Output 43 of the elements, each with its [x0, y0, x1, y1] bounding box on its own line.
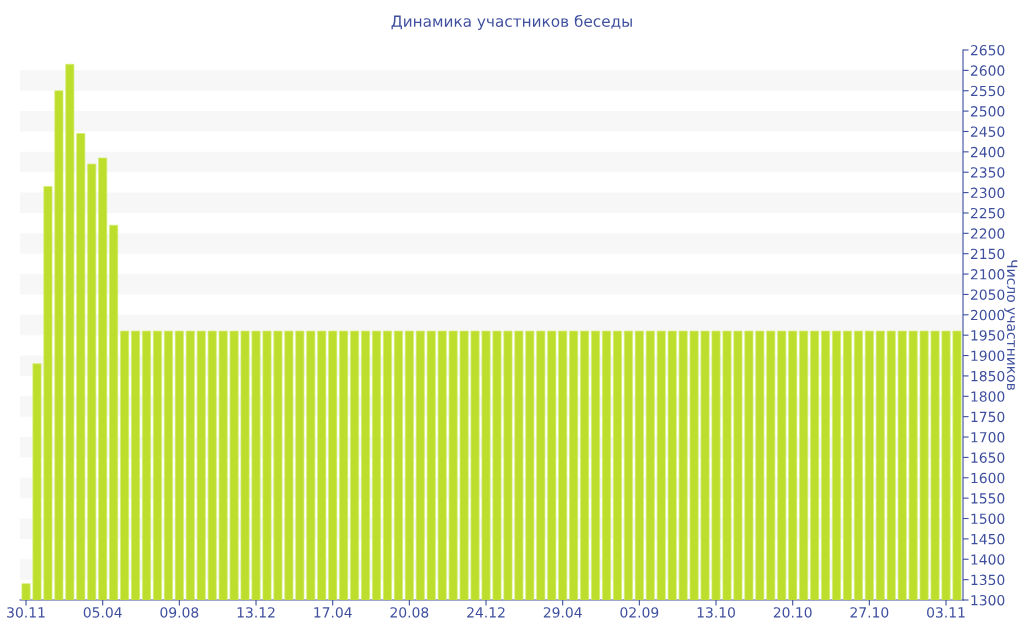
y-tick-label: 2300 — [970, 187, 1005, 199]
x-tick-label: 20.10 — [773, 607, 812, 618]
y-tick-label: 2450 — [970, 126, 1005, 137]
y-tick-label: 1750 — [971, 411, 1005, 423]
y-tick-label: 2350 — [970, 167, 1005, 178]
y-tick-label: 1600 — [971, 472, 1005, 484]
x-tick-label: 03.11 — [927, 607, 965, 618]
y-tick-label: 2000 — [970, 309, 1005, 321]
y-tick-label: 2500 — [970, 106, 1005, 117]
y-tick-label: 1700 — [971, 432, 1005, 443]
y-tick-label: 2250 — [970, 207, 1005, 219]
y-tick-label: 1650 — [971, 452, 1005, 463]
x-tick-label: 05.04 — [83, 607, 122, 618]
x-tick-label: 13.10 — [697, 607, 735, 618]
x-tick-label: 29.04 — [543, 607, 582, 618]
x-tick-label: 24.12 — [467, 607, 505, 618]
y-tick-label: 1850 — [971, 370, 1005, 382]
y-axis-title: Число участников — [1004, 260, 1018, 391]
x-tick-label: 27.10 — [850, 607, 889, 618]
x-tick-label: 30.11 — [7, 607, 45, 618]
y-tick-label: 1400 — [971, 554, 1005, 565]
x-tick-label: 02.09 — [620, 607, 659, 618]
y-tick-label: 1450 — [971, 533, 1005, 545]
y-tick-label: 1800 — [971, 391, 1005, 402]
y-tick-label: 2600 — [970, 65, 1005, 76]
y-tick-label: 2050 — [970, 289, 1005, 300]
x-tick-label: 09.08 — [160, 607, 199, 618]
y-tick-label: 2150 — [970, 248, 1005, 260]
y-tick-label: 2400 — [970, 146, 1005, 158]
chart-title: Динамика участников беседы — [391, 14, 632, 30]
y-tick-label: 1900 — [971, 350, 1005, 362]
y-tick-label: 2200 — [970, 228, 1005, 239]
y-tick-label: 1550 — [971, 493, 1005, 504]
x-tick-label: 20.08 — [390, 607, 429, 618]
y-tick-label: 1300 — [971, 594, 1005, 606]
y-tick-label: 1500 — [971, 513, 1005, 524]
x-tick-label: 17.04 — [314, 607, 352, 618]
x-tick-label: 13.12 — [237, 607, 275, 618]
y-tick-label: 1950 — [971, 330, 1005, 341]
y-tick-label: 2650 — [970, 44, 1005, 56]
y-tick-label: 2100 — [970, 269, 1005, 280]
y-tick-label: 2550 — [970, 85, 1005, 97]
y-tick-label: 1350 — [971, 574, 1005, 586]
